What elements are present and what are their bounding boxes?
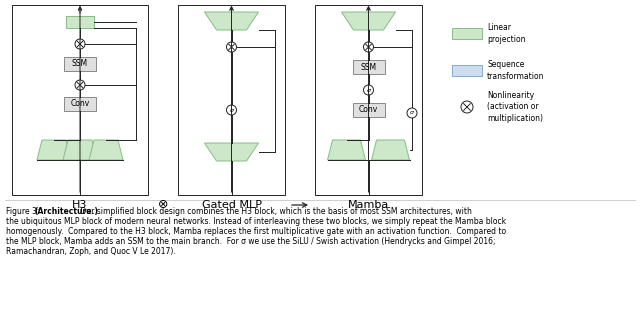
Text: Conv: Conv	[70, 100, 90, 109]
Circle shape	[75, 39, 85, 49]
Circle shape	[364, 85, 374, 95]
Bar	[452, 28, 482, 39]
Circle shape	[461, 101, 473, 113]
Circle shape	[364, 42, 374, 52]
Text: σ: σ	[410, 110, 414, 115]
Circle shape	[407, 108, 417, 118]
Bar	[353, 60, 385, 74]
Text: Sequence
transformation: Sequence transformation	[487, 60, 545, 81]
Bar	[452, 65, 482, 76]
Text: (Architecture.): (Architecture.)	[35, 207, 99, 216]
Text: Linear
projection: Linear projection	[487, 23, 525, 44]
Text: Figure 3:: Figure 3:	[6, 207, 42, 216]
Bar	[353, 103, 385, 117]
Text: Mamba: Mamba	[348, 200, 389, 210]
Text: Nonlinearity
(activation or
multiplication): Nonlinearity (activation or multiplicati…	[487, 91, 543, 123]
Text: SSM: SSM	[72, 59, 88, 68]
Text: homogenously.  Compared to the H3 block, Mamba replaces the first multiplicative: homogenously. Compared to the H3 block, …	[6, 227, 506, 236]
Text: the ubiquitous MLP block of modern neural networks. Instead of interleaving thes: the ubiquitous MLP block of modern neura…	[6, 217, 506, 226]
Polygon shape	[63, 140, 97, 160]
Polygon shape	[328, 140, 365, 160]
Text: ⊗: ⊗	[157, 198, 168, 211]
Text: H3: H3	[72, 200, 88, 210]
Polygon shape	[205, 143, 259, 161]
Polygon shape	[342, 12, 396, 30]
Text: Gated MLP: Gated MLP	[202, 200, 262, 210]
Text: σ: σ	[367, 87, 371, 92]
Text: Our simplified block design combines the H3 block, which is the basis of most SS: Our simplified block design combines the…	[77, 207, 472, 216]
Circle shape	[227, 105, 237, 115]
Circle shape	[227, 42, 237, 52]
Bar	[66, 16, 94, 28]
Text: Conv: Conv	[359, 105, 378, 114]
Bar	[12, 5, 148, 195]
Text: SSM: SSM	[360, 63, 376, 72]
Bar	[64, 97, 96, 111]
Polygon shape	[205, 12, 259, 30]
Polygon shape	[37, 140, 71, 160]
Polygon shape	[371, 140, 410, 160]
Text: the MLP block, Mamba adds an SSM to the main branch.  For σ we use the SiLU / Sw: the MLP block, Mamba adds an SSM to the …	[6, 237, 495, 246]
Bar	[64, 57, 96, 71]
Text: Ramachandran, Zoph, and Quoc V Le 2017).: Ramachandran, Zoph, and Quoc V Le 2017).	[6, 247, 176, 256]
Bar	[178, 5, 285, 195]
Text: σ: σ	[230, 108, 234, 113]
Circle shape	[75, 80, 85, 90]
Polygon shape	[89, 140, 123, 160]
Bar	[315, 5, 422, 195]
